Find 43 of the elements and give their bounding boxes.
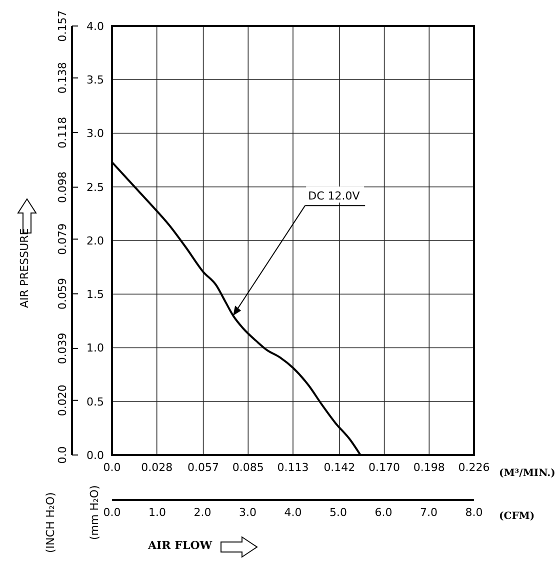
- x2-tick-label: 8.0: [465, 506, 483, 519]
- x-tick-label: 0.057: [188, 460, 220, 474]
- x-tick-label: 0.226: [458, 460, 490, 474]
- text: (INCH H₂O): [44, 492, 57, 553]
- x-tick-label: 0.0: [103, 460, 121, 474]
- x2-tick-label: 6.0: [374, 506, 392, 519]
- x2-tick-label: 5.0: [330, 506, 347, 519]
- x-tick-label: 0.085: [232, 460, 264, 474]
- x-axis-title: AIR FLOW: [148, 539, 212, 552]
- x2-tick-label: 1.0: [148, 506, 166, 519]
- y2-tick-label: 0.098: [56, 171, 69, 203]
- y-tick-label: 2.0: [86, 234, 104, 248]
- x2-tick-label: 7.0: [420, 506, 438, 519]
- y-tick-label: 3.5: [86, 74, 104, 87]
- y-tick-label: 1.0: [86, 342, 104, 355]
- text: (M³/MIN.): [499, 468, 555, 479]
- x-tick-label: 0.198: [413, 460, 445, 474]
- x2-tick-label: 0.0: [103, 506, 121, 519]
- y2-tick-label: 0.138: [56, 62, 69, 94]
- y2-tick-label: 0.118: [56, 116, 69, 148]
- annotation: DC 12.0V: [308, 190, 360, 203]
- x2-tick-label: 4.0: [284, 506, 302, 519]
- y-tick-label: 1.5: [86, 288, 104, 302]
- text: AIR PRESSURE: [18, 228, 31, 308]
- x-tick-label: 0.142: [324, 460, 356, 474]
- y-tick-label: 2.5: [86, 180, 104, 194]
- y-tick-label: 4.0: [86, 20, 104, 33]
- y2-tick-label: 0.020: [56, 384, 69, 416]
- y2-tick-label: 0.079: [56, 223, 69, 255]
- y-tick-label: 0.0: [86, 448, 104, 462]
- x-tick-label: 0.028: [141, 460, 173, 474]
- x-tick-label: 0.170: [368, 460, 400, 474]
- x2-tick-label: 3.0: [239, 506, 256, 519]
- y-tick-label: 0.5: [86, 395, 104, 408]
- x-tick-label: 0.113: [277, 460, 309, 474]
- y2-tick-label: 0.059: [56, 278, 69, 310]
- text: (mm H₂O): [88, 485, 101, 540]
- y-tick-label: 3.0: [86, 127, 104, 140]
- y2-tick-label: 0.157: [56, 10, 69, 42]
- x2-tick-label: 2.0: [194, 506, 212, 519]
- text: (CFM): [499, 511, 535, 522]
- line-series: [112, 161, 362, 455]
- y2-tick-label: 0.039: [56, 332, 69, 364]
